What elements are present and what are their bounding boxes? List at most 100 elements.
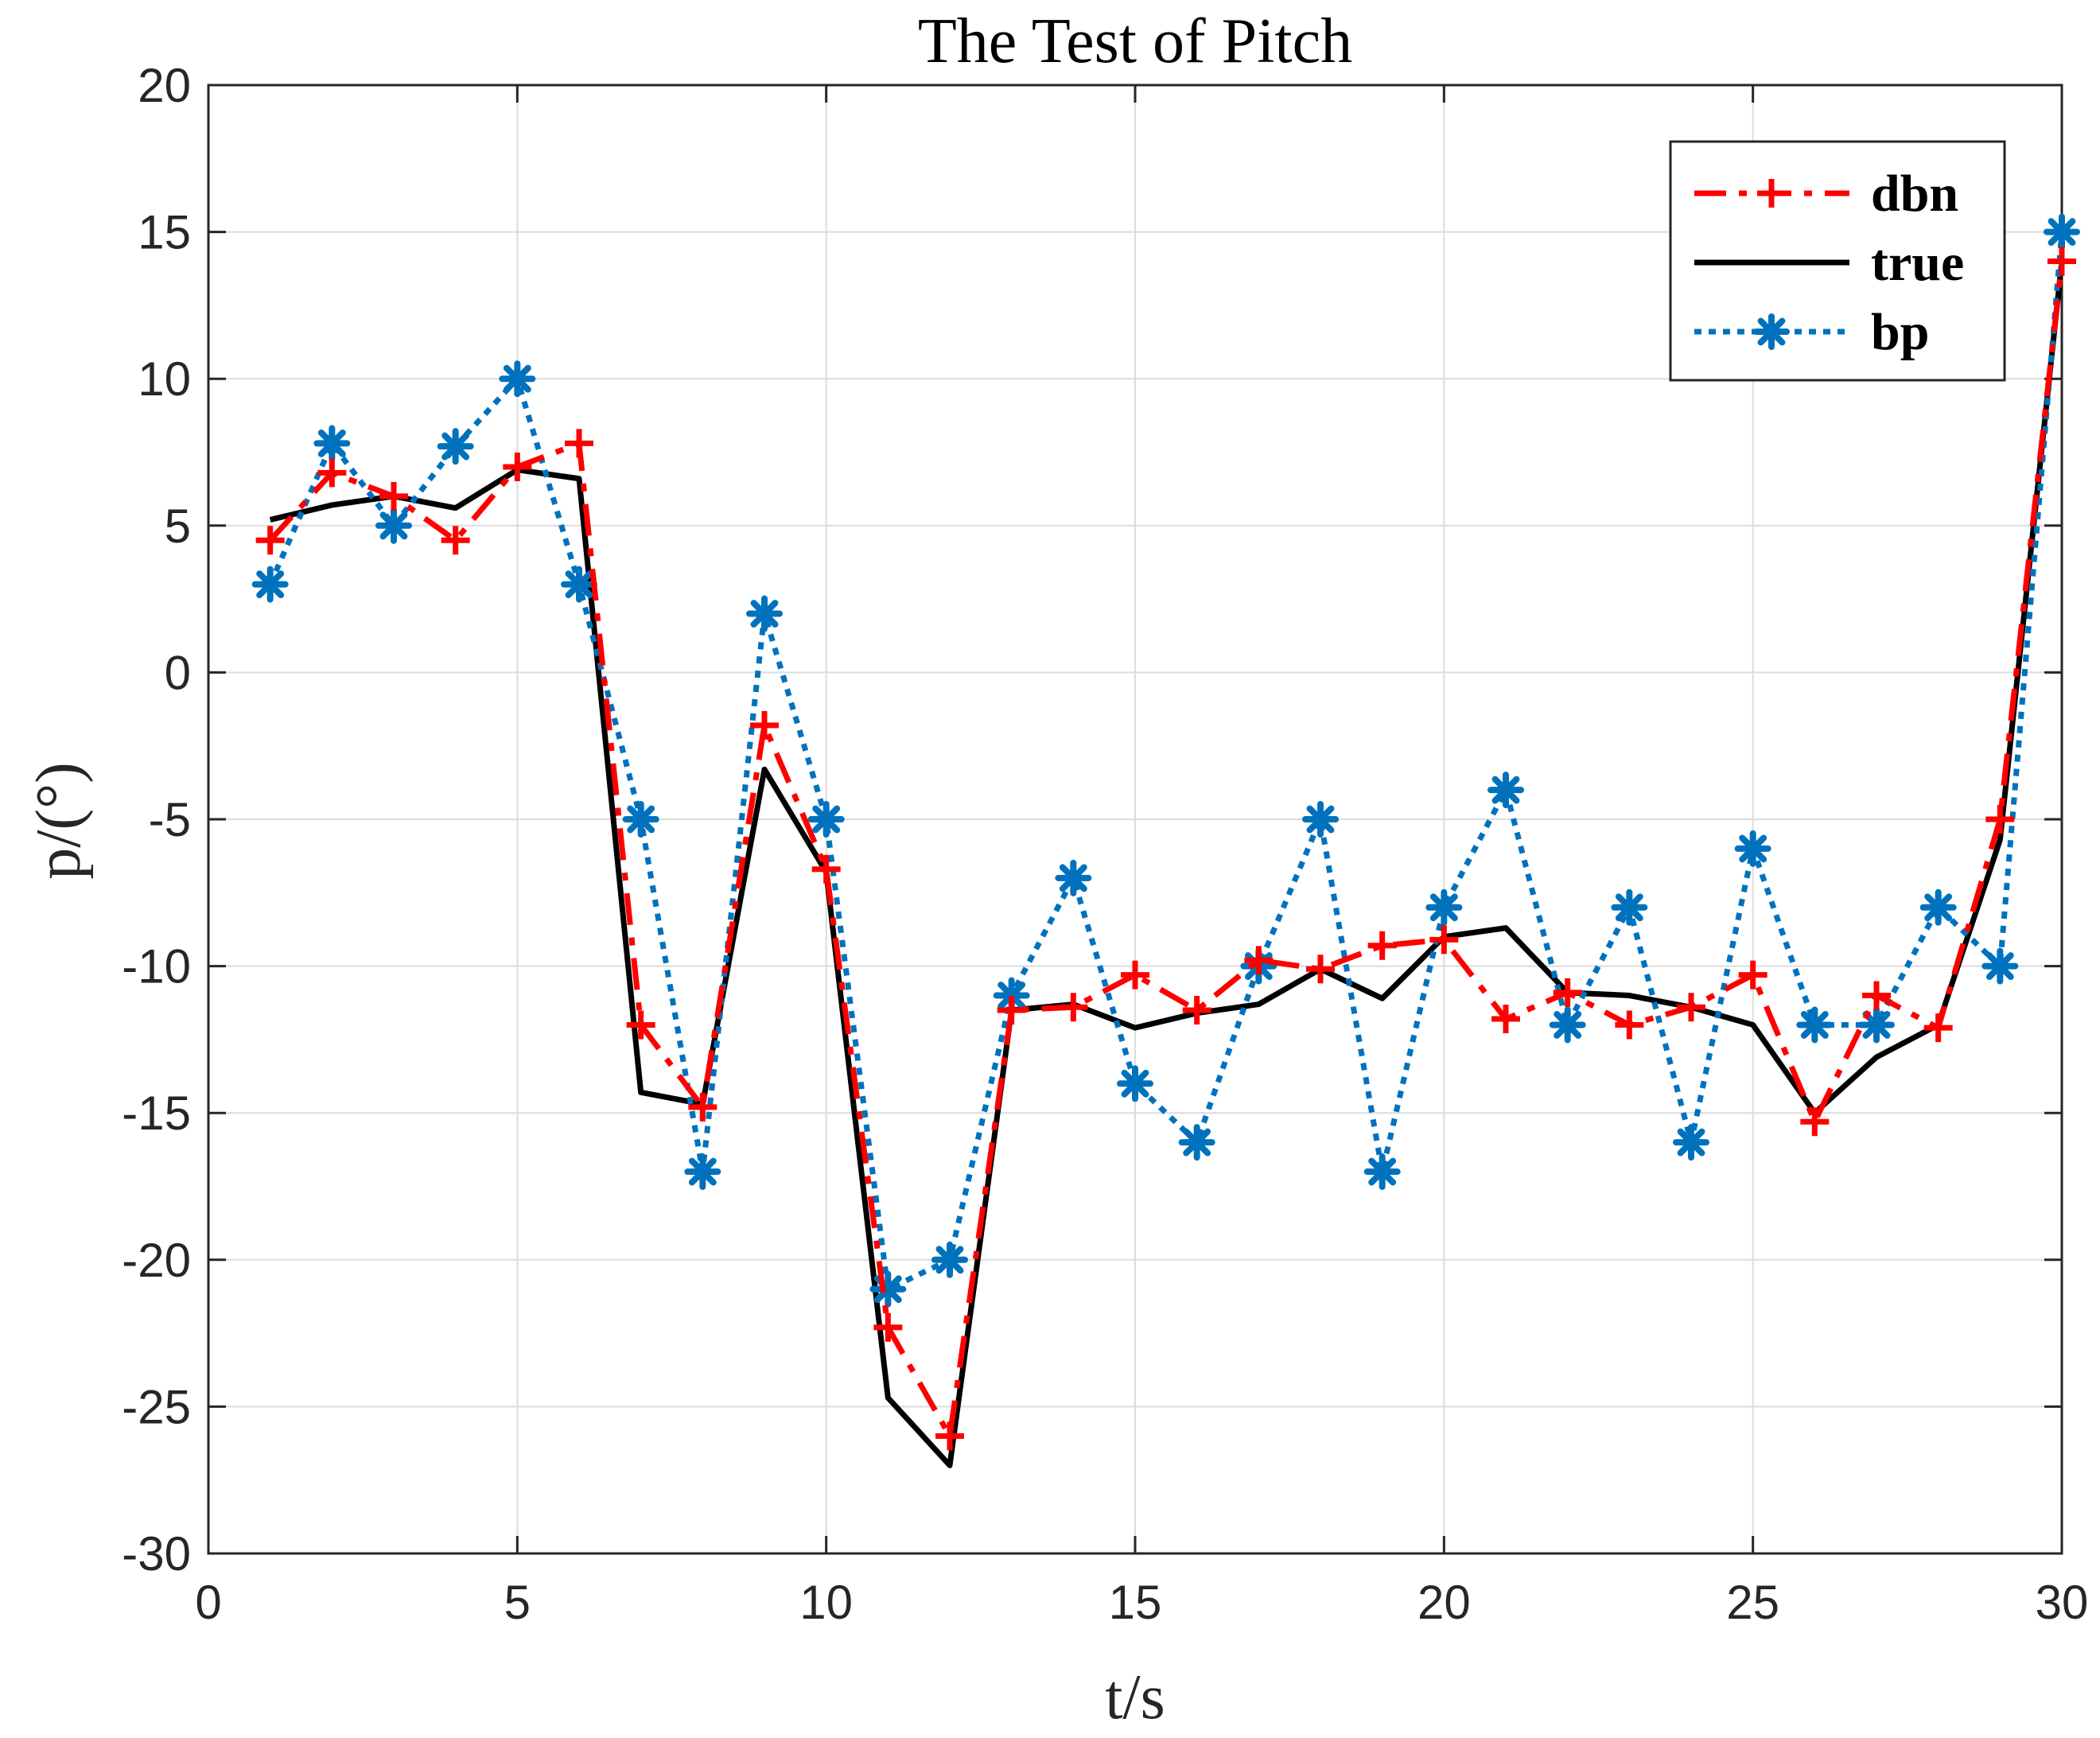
point-bp-8-core: [694, 1164, 711, 1180]
point-dbn-26: [1800, 1107, 1830, 1137]
y-tick-label--20: -20: [122, 1234, 191, 1287]
point-bp-29: [1981, 947, 2019, 985]
point-dbn-6: [565, 429, 593, 458]
point-bp-2: [313, 425, 351, 462]
point-dbn-2: [317, 458, 347, 488]
y-tick-label-10: 10: [138, 352, 191, 406]
legend: dbn true bp: [1669, 140, 2006, 382]
point-dbn-16: [1182, 995, 1211, 1025]
point-bp-5: [499, 360, 536, 398]
legend-entry-dbn: dbn: [1694, 165, 1958, 223]
point-bp-22: [1549, 1006, 1586, 1044]
point-bp-24: [1673, 1124, 1709, 1161]
point-bp-30: [2044, 213, 2080, 251]
point-bp-6: [561, 566, 597, 603]
point-bp-9: [746, 595, 783, 632]
x-tick-label-25: 25: [1726, 1576, 1779, 1629]
legend-label-true: true: [1871, 234, 1964, 292]
series-line-dbn: [268, 261, 2065, 1439]
x-axis-title: t/s: [1105, 1662, 1165, 1732]
point-bp-20-core: [1436, 899, 1452, 916]
point-dbn-25: [1738, 960, 1768, 990]
y-tick-label-20: 20: [138, 59, 191, 112]
x-tick-label-15: 15: [1109, 1576, 1162, 1629]
point-bp-9-core: [756, 605, 772, 622]
point-dbn-11: [873, 1312, 903, 1342]
point-bp-20: [1425, 888, 1463, 926]
point-dbn-9: [750, 710, 779, 740]
axes: 0 5 10 15 20 25 30 -30 -25 -20 -15 -10 -5 0 5 10 15 20: [122, 59, 2088, 1629]
legend-label-dbn: dbn: [1871, 165, 1958, 223]
point-bp-26: [1796, 1006, 1834, 1044]
point-bp-12: [931, 1241, 968, 1278]
point-bp-13-core: [1003, 987, 1020, 1004]
point-bp-16-core: [1188, 1134, 1205, 1151]
point-dbn-30: [2048, 247, 2076, 276]
point-bp-27-core: [1869, 1017, 1884, 1033]
point-bp-19-core: [1374, 1164, 1390, 1180]
y-tick-label--30: -30: [122, 1527, 191, 1581]
point-dbn-17: [1244, 946, 1274, 975]
point-dbn-18: [1306, 955, 1335, 984]
y-tick-label--10: -10: [122, 940, 191, 993]
point-bp-25-core: [1744, 840, 1761, 857]
point-dbn-15: [1121, 960, 1149, 990]
point-dbn-20: [1429, 925, 1459, 955]
point-dbn-7: [626, 1010, 655, 1040]
point-dbn-28: [1923, 1013, 1953, 1043]
x-tick-label-30: 30: [2036, 1576, 2089, 1629]
point-bp-18-core: [1312, 811, 1328, 827]
point-bp-15-core: [1127, 1075, 1143, 1092]
legend-entry-bp: bp: [1694, 303, 1929, 361]
point-bp-21-core: [1498, 782, 1514, 799]
point-dbn-5: [503, 452, 532, 481]
y-tick-label--15: -15: [122, 1087, 191, 1140]
legend-marker-bp-core: [1764, 324, 1779, 340]
point-bp-3-core: [386, 517, 402, 534]
point-dbn-14: [1059, 993, 1088, 1022]
y-axis-title: p/(°): [24, 762, 94, 880]
point-dbn-8: [688, 1092, 718, 1122]
x-tick-label-10: 10: [799, 1576, 853, 1629]
point-bp-16: [1178, 1124, 1215, 1161]
point-bp-23-core: [1621, 899, 1638, 916]
point-bp-1-core: [262, 576, 278, 593]
y-tick-label-0: 0: [165, 646, 191, 699]
y-tick-label-5: 5: [165, 500, 191, 553]
point-bp-7: [622, 801, 659, 838]
y-tick-label--5: -5: [149, 793, 191, 846]
point-bp-26-core: [1806, 1017, 1823, 1033]
point-bp-4-core: [447, 438, 464, 455]
series-bp: [251, 213, 2080, 1308]
point-bp-21: [1488, 772, 1524, 809]
point-bp-10-core: [818, 811, 834, 827]
point-dbn-24: [1677, 993, 1705, 1022]
point-bp-3: [375, 507, 412, 544]
point-bp-28-core: [1930, 899, 1946, 916]
point-bp-27: [1858, 1006, 1895, 1044]
series-line-true: [269, 261, 2065, 1468]
point-bp-30-core: [2054, 224, 2070, 240]
series-line-bp: [267, 231, 2065, 1293]
point-bp-2-core: [324, 435, 340, 452]
point-bp-18: [1302, 801, 1339, 838]
legend-entry-true: true: [1694, 234, 1964, 292]
point-dbn-27: [1862, 981, 1891, 1010]
point-dbn-1: [255, 526, 285, 555]
y-tick-label-15: 15: [138, 206, 191, 259]
point-bp-6-core: [571, 576, 587, 593]
point-dbn-23: [1615, 1010, 1644, 1040]
point-bp-1: [251, 566, 289, 603]
legend-label-bp: bp: [1871, 303, 1929, 361]
point-bp-14: [1055, 859, 1092, 896]
point-bp-15: [1117, 1065, 1153, 1102]
point-bp-23: [1611, 888, 1648, 926]
series-true: [269, 261, 2065, 1468]
point-dbn-22: [1553, 978, 1582, 1007]
chart-title: The Test of Pitch: [918, 6, 1352, 76]
x-tick-label-20: 20: [1418, 1576, 1471, 1629]
point-dbn-29: [1985, 805, 2015, 834]
point-bp-22-core: [1559, 1017, 1576, 1033]
point-bp-5-core: [509, 371, 526, 387]
